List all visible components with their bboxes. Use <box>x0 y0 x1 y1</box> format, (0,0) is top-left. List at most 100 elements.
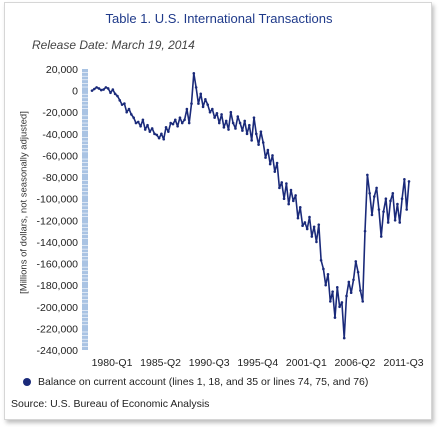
data-point <box>375 186 378 190</box>
data-point <box>185 107 189 111</box>
data-point <box>354 260 358 263</box>
y-axis: 20,000 0 -20,000 -40,000 -60,000 -80,000 -100,… <box>37 64 88 357</box>
y-tick-label: -220,000 <box>37 323 79 335</box>
data-point <box>289 188 293 192</box>
data-point <box>90 89 94 92</box>
data-point <box>398 221 402 224</box>
data-point <box>303 221 307 224</box>
data-point <box>222 126 226 129</box>
data-point <box>324 283 328 287</box>
data-point <box>312 225 316 229</box>
data-point <box>366 173 369 177</box>
data-point <box>405 208 408 211</box>
data-point <box>298 206 302 209</box>
legend: Balance on current account (lines 1, 18,… <box>23 376 368 388</box>
data-point <box>271 154 274 157</box>
y-tick-label: -160,000 <box>37 259 79 271</box>
series-layer <box>90 72 411 340</box>
data-point <box>331 290 334 293</box>
data-point <box>224 119 228 123</box>
data-point <box>322 267 325 271</box>
data-point <box>162 137 166 141</box>
x-tick-label: 1990-Q3 <box>189 357 230 369</box>
data-point <box>227 128 230 131</box>
data-point <box>347 280 351 284</box>
data-point <box>296 216 300 220</box>
data-point <box>118 99 122 102</box>
y-tick-label: -100,000 <box>37 194 79 206</box>
data-point <box>113 92 117 96</box>
x-tick-label: 2006-Q2 <box>335 357 376 369</box>
data-point <box>268 162 272 166</box>
data-point <box>261 141 265 144</box>
data-point <box>220 113 223 116</box>
data-point <box>164 126 168 129</box>
data-point <box>248 123 251 127</box>
data-point <box>132 116 135 119</box>
data-point <box>359 289 362 292</box>
data-point <box>361 300 365 303</box>
data-point <box>208 110 212 114</box>
data-point <box>111 88 115 91</box>
data-point <box>136 120 140 124</box>
data-point <box>134 121 138 125</box>
data-point <box>109 91 112 95</box>
y-tick-label: -240,000 <box>37 345 79 357</box>
data-point <box>396 202 399 206</box>
data-point <box>187 121 191 125</box>
data-point <box>391 191 395 195</box>
data-point <box>382 210 385 213</box>
data-point <box>217 121 221 125</box>
data-point <box>211 107 214 111</box>
x-tick-label: 2011-Q3 <box>384 357 424 369</box>
data-point <box>407 180 411 183</box>
y-tick-label: -180,000 <box>37 280 79 292</box>
data-point <box>106 87 110 90</box>
data-point <box>368 191 371 195</box>
data-point <box>294 194 297 197</box>
data-point <box>252 116 256 119</box>
x-tick-label: 1995-Q4 <box>237 357 278 369</box>
data-point <box>317 223 321 226</box>
y-tick-label: -40,000 <box>42 129 78 141</box>
release-date: Release Date: March 19, 2014 <box>32 38 195 52</box>
data-point <box>280 181 284 184</box>
legend-label: Balance on current account (lines 1, 18,… <box>38 376 369 388</box>
line-chart: 20,000 0 -20,000 -40,000 -60,000 -80,000 -100,… <box>37 64 424 369</box>
data-point <box>143 128 147 131</box>
data-point <box>386 221 390 224</box>
y-tick-label: -60,000 <box>42 150 78 162</box>
y-tick-label: -20,000 <box>42 107 78 119</box>
data-point <box>104 86 108 89</box>
data-point <box>241 129 244 132</box>
data-point <box>206 103 209 106</box>
data-point <box>169 121 172 125</box>
data-point <box>384 197 388 200</box>
data-point <box>183 118 186 122</box>
data-point <box>153 132 156 136</box>
data-point <box>278 186 281 190</box>
data-point <box>171 122 175 126</box>
data-point <box>342 336 346 340</box>
data-point <box>180 121 184 125</box>
x-axis: 1980-Q1 1985-Q2 1990-Q3 1995-Q4 2001-Q1 2006-… <box>92 357 424 369</box>
data-point <box>213 116 216 119</box>
data-point <box>176 124 179 128</box>
y-tick-label: -140,000 <box>37 237 79 249</box>
data-point <box>377 208 381 211</box>
data-point <box>379 235 383 238</box>
data-point <box>116 94 119 98</box>
data-point <box>393 219 397 222</box>
data-point <box>259 130 263 133</box>
data-point <box>257 143 260 146</box>
data-point <box>305 227 309 231</box>
data-point <box>275 161 279 165</box>
data-point <box>148 130 152 133</box>
data-point <box>245 132 249 136</box>
y-tick-label: -120,000 <box>37 215 79 227</box>
data-point <box>201 105 205 109</box>
data-point <box>93 87 96 91</box>
data-point <box>315 240 318 244</box>
y-tick-label: 20,000 <box>46 64 78 76</box>
data-point <box>329 300 332 303</box>
